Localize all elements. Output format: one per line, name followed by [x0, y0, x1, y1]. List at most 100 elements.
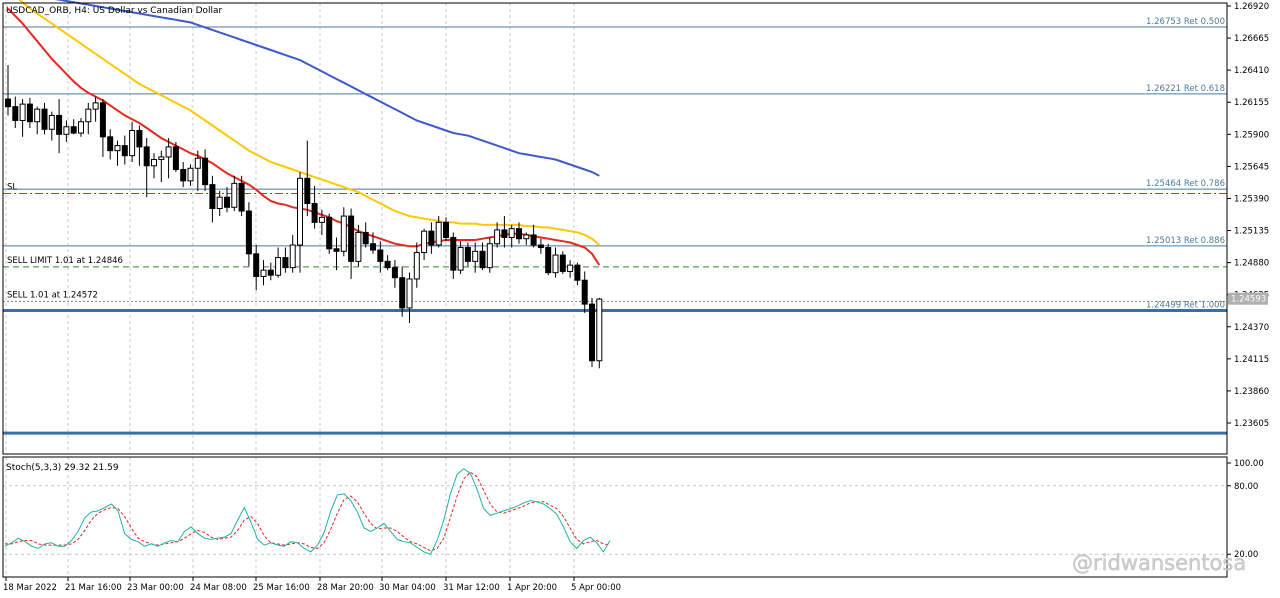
candle-body [253, 253, 260, 277]
candle [384, 255, 391, 271]
candle-body [202, 157, 209, 186]
price-tick-label: 1.25900 [1234, 130, 1269, 140]
time-tick-label: 28 Mar 20:00 [317, 583, 374, 593]
price-tick-label: 1.23605 [1234, 419, 1269, 429]
candle [275, 247, 282, 278]
time-tick-label: 31 Mar 12:00 [443, 583, 500, 593]
candle-body [180, 169, 187, 182]
candle-body [48, 114, 55, 130]
trade-lines: SL SELL LIMIT 1.01 at 1.24846 SELL 1.01 at… [3, 183, 1227, 302]
trade-line-label: SELL 1.01 at 1.24572 [7, 290, 98, 300]
candle [523, 232, 530, 246]
candle-body [428, 230, 435, 246]
candle [245, 202, 252, 267]
candle [311, 185, 318, 229]
candle-body [596, 298, 603, 362]
candle-body [355, 231, 362, 262]
time-tick-label: 25 Mar 16:00 [253, 583, 310, 593]
candle-body [209, 184, 216, 210]
candle-body [245, 210, 252, 255]
candle [92, 96, 99, 122]
moving-average-line [7, 7, 601, 266]
candle-body [304, 177, 311, 204]
candle-body [78, 121, 84, 134]
candle-body [545, 247, 552, 274]
candle [413, 242, 420, 288]
price-tick-label: 1.24115 [1234, 355, 1269, 365]
time-tick-label: 23 Mar 00:00 [127, 583, 184, 593]
candle-body [5, 98, 11, 108]
candle-body [231, 182, 238, 208]
candle-body [216, 196, 223, 210]
candle [202, 149, 209, 191]
candle [443, 217, 449, 242]
fib-level-label: 1.25013 Ret 0.886 [1146, 236, 1225, 246]
candle [107, 129, 114, 160]
candle [282, 247, 289, 273]
stoch-signal-line [5, 471, 611, 552]
candle-body [165, 146, 172, 158]
stoch-panel-frame [2, 456, 1228, 578]
price-tick-label: 1.26665 [1234, 34, 1269, 44]
candle-body [151, 158, 157, 167]
candle [391, 260, 398, 288]
candle [464, 242, 471, 267]
candle-body [574, 264, 581, 281]
candle [318, 209, 325, 235]
time-tick-label: 1 Apr 20:00 [507, 583, 557, 593]
candle [63, 120, 70, 142]
candle-body [289, 244, 296, 269]
moving-average-line [54, 0, 600, 177]
candle [194, 150, 201, 191]
candle-body [114, 145, 121, 152]
candle [472, 242, 479, 273]
price-tick-label: 1.24880 [1234, 259, 1269, 269]
candle-body [348, 215, 355, 262]
candle-body [143, 146, 150, 167]
moving-average-line [18, 0, 600, 246]
candle [297, 172, 303, 273]
stoch-tick-label: 80.00 [1234, 482, 1258, 492]
candle [70, 119, 77, 135]
candle [114, 140, 121, 166]
price-tick-label: 1.23860 [1234, 387, 1269, 397]
candle-body [63, 126, 70, 135]
candle-body [399, 277, 406, 309]
price-tick-label: 1.26155 [1234, 98, 1269, 108]
trade-line-label: SELL LIMIT 1.01 at 1.24846 [7, 256, 123, 266]
candle [172, 141, 179, 173]
fib-level-label: 1.24499 Ret 1.000 [1146, 301, 1225, 311]
candle [428, 222, 435, 254]
candle [435, 216, 442, 248]
candle-body [238, 182, 245, 212]
candle [486, 237, 493, 273]
candle [48, 111, 55, 141]
candle [501, 216, 508, 248]
candle-body [552, 254, 559, 274]
candle-body [479, 250, 486, 269]
candle [450, 232, 457, 279]
candle-body [435, 221, 442, 246]
candle [26, 97, 33, 129]
candle-body [472, 250, 479, 262]
candle-body [530, 234, 537, 246]
candle [238, 175, 245, 217]
candle-body [406, 278, 413, 309]
candle-body [362, 231, 369, 245]
fib-level-label: 1.25464 Ret 0.786 [1146, 179, 1225, 189]
time-tick-label: 30 Mar 04:00 [379, 583, 436, 593]
candle-body [508, 228, 515, 238]
candle-body [121, 145, 128, 157]
candle [530, 224, 537, 248]
candle-body [443, 221, 449, 238]
candle-body [194, 157, 201, 169]
candle-body [326, 216, 333, 250]
candle-body [501, 229, 508, 238]
candle [494, 222, 501, 248]
candle [224, 187, 230, 213]
main-panel-frame [2, 2, 1228, 455]
candle [260, 260, 267, 286]
candle-body [516, 228, 522, 240]
